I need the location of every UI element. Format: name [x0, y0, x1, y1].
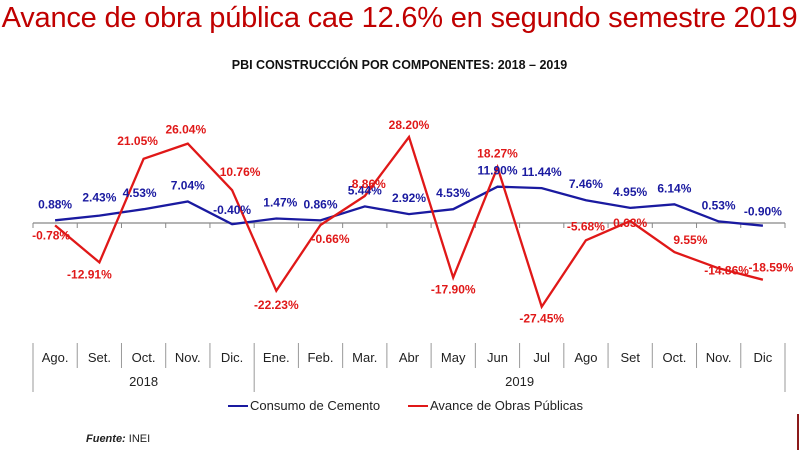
data-label-cemento: 11.44%	[522, 165, 562, 179]
data-label-obras: -18.59%	[749, 261, 794, 275]
x-tick-label: Nov.	[706, 350, 732, 365]
x-tick-labels: Ago. Set. Oct. Nov. Dic. Ene. Feb. Mar. Abr May Ju…	[42, 350, 773, 389]
data-label-cemento: 11.90%	[477, 164, 517, 178]
x-tick-label: Oct.	[132, 350, 156, 365]
data-label-cemento: -0.40%	[213, 203, 251, 217]
data-labels: 0.88% 2.43% 4.53% 7.04% -0.40% 1.47% 0.86% 5.44…	[32, 118, 793, 326]
data-label-cemento: 0.53%	[702, 198, 736, 212]
source-note: Fuente: INEI	[86, 433, 150, 445]
data-label-cemento: 2.43%	[82, 191, 116, 205]
x-tick-label: Jul	[533, 350, 550, 365]
data-label-cemento: 4.95%	[613, 185, 647, 199]
legend-label-obras: Avance de Obras Públicas	[430, 398, 583, 413]
year-group-label: 2019	[505, 374, 534, 389]
data-label-cemento: 4.53%	[436, 186, 470, 200]
x-tick-label: Ago.	[42, 350, 69, 365]
legend-item-cemento: Consumo de Cemento	[228, 398, 380, 413]
chart-title: PBI CONSTRUCCIÓN POR COMPONENTES: 2018 –…	[231, 58, 568, 72]
data-label-obras: -22.23%	[254, 298, 299, 312]
data-label-obras: 9.55%	[673, 233, 707, 247]
data-label-cemento: 4.53%	[123, 186, 157, 200]
x-tick-label: Oct.	[662, 350, 686, 365]
data-label-cemento: 2.92%	[392, 191, 426, 205]
data-label-obras: -17.90%	[431, 283, 476, 297]
x-tick-label: Abr	[399, 350, 420, 365]
data-label-obras: 26.04%	[165, 123, 206, 137]
data-label-obras: 8.86%	[352, 177, 386, 191]
data-label-obras: -0.66%	[311, 232, 349, 246]
data-label-obras: -5.68%	[567, 219, 605, 233]
source-label: Fuente:	[86, 433, 126, 445]
x-tick-label: Feb.	[307, 350, 333, 365]
data-label-cemento: 7.46%	[569, 177, 603, 191]
data-label-obras: -27.45%	[519, 312, 564, 326]
data-label-obras: 21.05%	[117, 134, 158, 148]
legend-line-cemento	[228, 404, 248, 407]
x-tick-label: Mar.	[352, 350, 377, 365]
data-label-obras: -12.91%	[67, 267, 112, 281]
x-tick-label: Set.	[88, 350, 111, 365]
data-label-obras: -14.86%	[704, 263, 749, 277]
data-label-cemento: 7.04%	[171, 179, 205, 193]
data-label-obras: -0.78%	[32, 228, 70, 242]
x-tick-label: Set	[620, 350, 640, 365]
headline: Avance de obra pública cae 12.6% en segu…	[1, 2, 798, 34]
legend-label-cemento: Consumo de Cemento	[250, 398, 381, 413]
source-value: INEI	[128, 433, 151, 445]
data-label-obras: 18.27%	[477, 146, 518, 160]
data-label-cemento: 5.44%	[348, 183, 382, 197]
data-label-obras: 28.20%	[389, 118, 430, 132]
year-group-label: 2018	[129, 374, 158, 389]
x-tick-label: Nov.	[175, 350, 201, 365]
legend-line-obras	[408, 404, 428, 407]
data-label-cemento: 6.14%	[657, 181, 691, 195]
data-label-obras: 0.63%	[613, 216, 647, 230]
x-tick-label: May	[441, 350, 466, 365]
x-tick-label: Jun	[487, 350, 508, 365]
x-tick-label: Dic.	[221, 350, 243, 365]
data-label-cemento: -0.90%	[744, 205, 782, 219]
series-line-obras	[54, 134, 764, 310]
data-label-obras: 10.76%	[220, 165, 261, 179]
x-tick-label: Ene.	[263, 350, 290, 365]
series-line-cemento	[54, 185, 764, 227]
legend-item-obras: Avance de Obras Públicas	[408, 398, 583, 413]
x-axis	[32, 222, 786, 392]
edge-mark	[797, 414, 799, 450]
x-tick-label: Dic	[754, 350, 773, 365]
x-tick-label: Ago	[574, 350, 597, 365]
series-layer	[54, 134, 764, 310]
data-label-cemento: 1.47%	[263, 196, 297, 210]
data-label-cemento: 0.88%	[38, 197, 72, 211]
data-label-cemento: 0.86%	[303, 197, 337, 211]
